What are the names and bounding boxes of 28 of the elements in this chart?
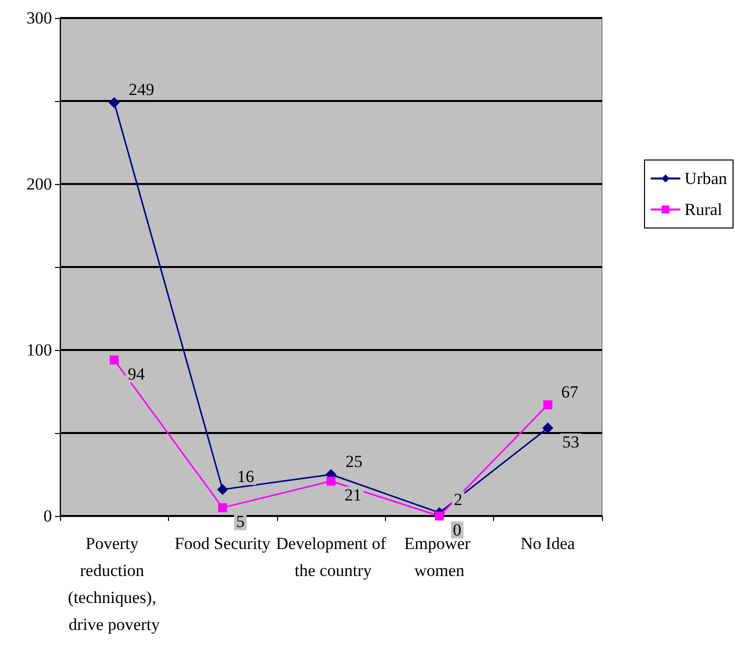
data-label: 21 xyxy=(344,486,362,505)
point xyxy=(542,422,554,434)
x-tick-label: Poverty reduction (techniques), drive poverty xyxy=(68,534,160,634)
data-label: 16 xyxy=(237,466,254,486)
y-tick-label: 0 xyxy=(44,506,52,526)
data-label: 5 xyxy=(236,512,245,532)
legend-label: Urban xyxy=(684,169,728,188)
data-label: 2 xyxy=(454,490,462,510)
x-tick-label: No Idea xyxy=(520,534,576,553)
data-label: 249 xyxy=(128,80,154,100)
point xyxy=(543,400,552,410)
x-tick-label: Development of the country xyxy=(276,534,386,580)
x-tick-label: Food Security xyxy=(174,534,272,553)
point xyxy=(110,355,119,364)
data-label: 25 xyxy=(346,452,362,471)
data-label: 53 xyxy=(562,432,580,452)
y-tick-label: 100 xyxy=(26,340,52,360)
point xyxy=(108,97,120,108)
data-label: 67 xyxy=(561,382,579,402)
legend-label: Rural xyxy=(684,200,723,219)
point xyxy=(434,512,444,520)
point xyxy=(326,476,336,486)
data-label: 94 xyxy=(128,364,146,384)
point xyxy=(217,484,228,495)
point xyxy=(218,503,228,512)
y-tick-label: 200 xyxy=(26,174,52,194)
y-tick-label: 300 xyxy=(26,8,52,28)
data-label: 0 xyxy=(452,520,462,540)
